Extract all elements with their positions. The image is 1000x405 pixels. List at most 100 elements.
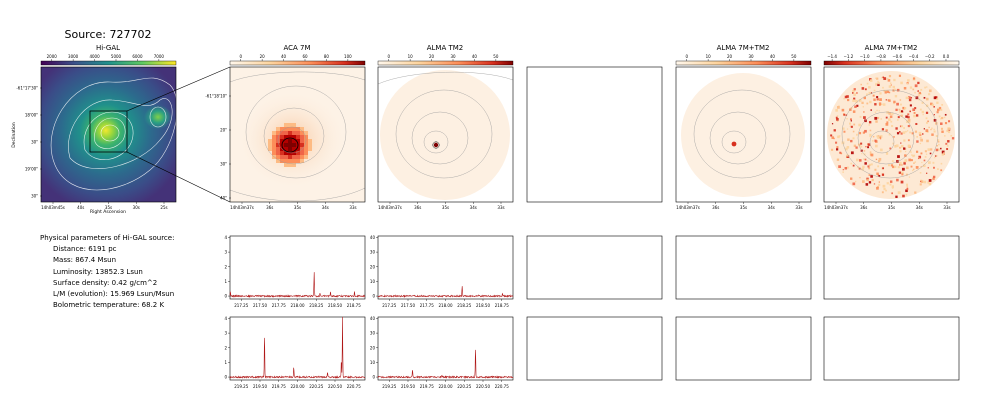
residual-noise-pixel [869,151,872,154]
residual-noise-pixel [869,129,872,132]
spectrum-y-tick-label: 0 [224,294,227,299]
residual-noise-pixel [877,136,880,139]
residual-noise-pixel [874,168,877,171]
residual-colorbar-ticks: −1.4 −1.2 −1.0 −0.8 −0.6 −0.4 −0.2 0.0 [827,54,950,61]
residual-noise-pixel [909,110,911,113]
residual-noise-pixel [870,175,873,178]
residual-noise-pixel [869,133,872,136]
residual-noise-pixel [891,185,894,189]
residual-noise-pixel [862,131,865,134]
residual-noise-pixel [853,97,856,100]
residual-noise-pixel [915,122,918,126]
ra-tick-label: 14h03m37s [824,205,848,210]
colorbar-tick-label: 0.0 [943,54,950,59]
spectrum-y-tick-label: 3 [224,331,227,336]
aca7m-contours [230,71,365,202]
residual-noise-pixel [912,88,915,91]
residual-noise-pixel [877,80,879,83]
spectra-grid: 0 1 2 3 4 217.25 217.50 217.75 218.00 218.25 218.5… [224,235,514,389]
residual-noise-pixel [867,177,869,180]
residual-noise-pixel [947,130,951,134]
residual-noise-pixel [950,135,953,137]
residual-noise-pixel [897,116,900,119]
residual-noise-pixel [881,191,884,194]
residual-noise-pixel [853,93,857,96]
residual-noise-pixel [932,161,935,164]
residual-noise-pixel [888,74,892,78]
residual-noise-pixel [858,132,862,135]
colorbar-tick-label: 50 [493,54,499,59]
aca7m-emission-pixel [288,131,292,135]
residual-noise-pixel [933,128,935,131]
residual-noise-pixel [898,108,901,111]
spectrum-x-tick-label: 220.75 [495,384,509,389]
residual-noise-pixel [836,115,839,117]
ra-tick-label: 40s [77,205,84,210]
aca7m-emission-pixel [292,143,296,147]
residual-noise-pixel [892,85,895,89]
residual-noise-pixel [855,133,858,136]
residual-noise-pixel [919,142,922,145]
aca7m-emission-pixel [308,147,312,151]
aca7m-emission-pixel [272,143,276,147]
colorbar-tick-label: 50 [791,54,797,59]
residual-noise-pixel [840,152,843,155]
residual-noise-pixel [895,195,898,198]
aca7m-emission-pixel [300,151,304,155]
residual-noise-pixel [944,113,947,116]
residual-noise-pixel [852,182,856,186]
ra-tick-label: 36s [266,205,273,210]
colorbar-tick-label: −1.0 [860,54,870,59]
colorbar-tick-label: −0.8 [876,54,886,59]
colorbar-tick-label: 20 [429,54,435,59]
residual-noise-pixel [914,91,916,94]
combined-title: ALMA 7M+TM2 [717,44,770,52]
aca7m-emission-pixel [308,143,312,147]
residual-noise-pixel [904,159,908,162]
residual-noise-pixel [844,95,848,99]
residual-noise-pixel [914,130,918,133]
residual-noise-pixel [854,105,857,108]
ra-tick-label: 34s [470,205,477,210]
residual-noise-pixel [946,129,949,133]
aca7m-emission-pixel [288,163,292,167]
residual-noise-pixels [830,74,955,198]
spectrum-x-tick-label: 218.75 [347,303,361,308]
residual-noise-pixel [903,86,907,90]
ra-tick-label: 36s [712,205,719,210]
residual-noise-pixel [872,140,874,142]
residual-noise-pixel [938,106,942,110]
residual-noise-pixel [870,109,872,111]
residual-noise-pixel [945,142,948,145]
aca7m-emission-pixel [292,159,296,163]
residual-noise-pixel [906,185,908,187]
residual-noise-pixel [938,115,941,118]
colorbar-tick-label: 30 [748,54,754,59]
residual-noise-pixel [893,100,896,104]
residual-noise-pixel [923,96,926,99]
residual-noise-pixel [881,128,885,131]
residual-noise-pixel [885,122,889,126]
ra-tick-label: 25s [160,205,167,210]
residual-noise-pixel [838,105,840,107]
tm2-colorbar [377,60,514,66]
residual-noise-pixel [899,150,902,153]
residual-noise-pixel [927,167,929,169]
residual-noise-pixel [867,165,870,168]
residual-noise-pixel [864,162,867,165]
higal-title: Hi-GAL [96,44,120,52]
aca7m-emission-pixel [296,135,300,139]
residual-noise-pixel [903,161,906,163]
residual-noise-pixel [864,119,867,123]
spectrum-panel: 0 10 20 30 40 219.25 219.50 219.75 220.00 220.25 2… [370,316,514,389]
spectrum-y-tick-label: 0 [372,375,375,380]
residual-noise-pixel [913,114,916,118]
colorbar-tick-label: −1.2 [844,54,854,59]
residual-noise-pixel [917,90,919,92]
residual-noise-pixel [920,138,924,142]
residual-contours [841,89,939,179]
residual-noise-pixel [886,121,889,124]
aca7m-emission-pixel [304,143,308,147]
residual-noise-pixel [844,167,848,170]
dec-tick-label: 18'00" [25,113,38,118]
